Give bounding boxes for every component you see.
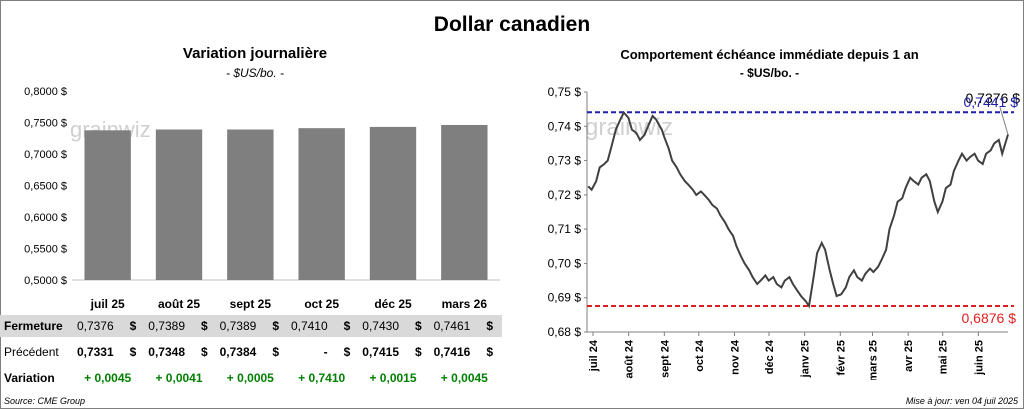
unit-symbol: $	[343, 319, 351, 333]
bar	[441, 124, 488, 280]
unit-symbol: $	[486, 345, 494, 359]
row-label: Variation	[4, 371, 55, 385]
update-note: Mise à jour: ven 04 juil 2025	[905, 396, 1018, 406]
row-label: Précédent	[4, 345, 59, 359]
x-tick-label: sept 24	[659, 339, 671, 378]
x-category-label: août 25	[158, 297, 200, 311]
unit-symbol: $	[272, 319, 280, 333]
value-cell: + 0,0041	[155, 371, 203, 385]
value-cell: 0,7384	[219, 345, 257, 359]
unit-symbol: $	[272, 345, 280, 359]
y-tick-label: 0,6500 $	[24, 181, 67, 193]
page-title: Dollar canadien	[433, 13, 591, 36]
y-tick-label: 0,72 $	[548, 188, 582, 202]
bar	[227, 129, 274, 280]
bar	[298, 128, 345, 280]
value-cell: + 0,0045	[440, 371, 488, 385]
right-chart-subtitle: - $US/bo. -	[739, 66, 800, 80]
y-tick-label: 0,5500 $	[24, 244, 67, 256]
x-tick-label: janv 25	[800, 340, 812, 378]
unit-symbol: $	[415, 345, 422, 359]
value-cell: + 0,0045	[84, 371, 132, 385]
unit-symbol: $	[201, 345, 208, 359]
unit-symbol: $	[129, 345, 137, 359]
unit-symbol: $	[415, 319, 422, 333]
row-label: Fermeture	[4, 319, 63, 333]
y-tick-label: 0,71 $	[548, 222, 582, 236]
right-chart-title: Comportement échéance immédiate depuis 1…	[620, 47, 919, 62]
value-cell: + 0,7410	[298, 371, 346, 385]
x-category-label: sept 25	[230, 297, 272, 311]
value-cell: 0,7389	[219, 319, 257, 333]
x-tick-label: mai 25	[938, 340, 950, 374]
last-value-label: 0,7376 $	[966, 90, 1021, 106]
y-tick-label: 0,73 $	[548, 154, 582, 168]
unit-symbol: $	[129, 319, 137, 333]
value-cell: 0,7416	[433, 345, 471, 359]
bar	[369, 126, 417, 280]
y-tick-label: 0,5000 $	[24, 275, 67, 287]
bar	[155, 129, 203, 280]
x-tick-label: févr 25	[835, 340, 847, 375]
y-tick-label: 0,7500 $	[24, 118, 67, 130]
value-cell: 0,7410	[290, 319, 328, 333]
x-category-label: mars 26	[442, 297, 488, 311]
left-chart-subtitle: - $US/bo. -	[225, 66, 285, 80]
x-tick-label: mars 25	[868, 340, 880, 380]
y-tick-label: 0,68 $	[548, 325, 582, 339]
value-cell: + 0,0005	[226, 371, 274, 385]
x-category-label: oct 25	[304, 297, 339, 311]
source-note: Source: CME Group	[4, 396, 86, 406]
table-row-close: Fermeture 0,7376 $0,7389 $0,7389 $0,7410 $0,7…	[0, 315, 502, 337]
x-tick-label: nov 24	[729, 339, 741, 375]
price-series-line	[587, 110, 1009, 309]
value-cell: 0,7348	[148, 345, 185, 359]
x-tick-label: avr 25	[903, 340, 915, 372]
x-tick-label: août 24	[624, 339, 636, 378]
y-tick-label: 0,8000 $	[24, 86, 67, 98]
x-tick-label: oct 24	[694, 339, 706, 372]
y-tick-label: 0,69 $	[548, 291, 582, 305]
value-cell: 0,7331	[76, 345, 114, 359]
value-cell: -	[323, 345, 328, 359]
value-cell: + 0,0015	[369, 371, 417, 385]
value-cell: 0,7461	[433, 319, 471, 333]
table-row-previous: Précédent 0,7331 $0,7348 $0,7384 $ - $0,7415 $0…	[0, 341, 502, 363]
high-value-label: 0,7441 $	[964, 94, 1019, 110]
x-tick-label: déc 24	[764, 339, 776, 374]
y-tick-label: 0,74 $	[548, 119, 582, 133]
x-category-label: déc 25	[374, 297, 412, 311]
low-value-label: 0,6876 $	[962, 310, 1017, 326]
unit-symbol: $	[201, 319, 208, 333]
table-row-change: Variation + 0,0045 + 0,0041 + 0,0005 + 0,741…	[0, 367, 502, 389]
y-tick-label: 0,75 $	[548, 85, 582, 99]
x-tick-label: juil 24	[588, 339, 600, 372]
y-tick-label: 0,6000 $	[24, 212, 67, 224]
value-cell: 0,7430	[362, 319, 399, 333]
x-tick-label: juin 25	[973, 340, 985, 376]
last-value-leader	[999, 107, 1009, 135]
unit-symbol: $	[486, 319, 494, 333]
y-tick-label: 0,7000 $	[24, 149, 67, 161]
value-cell: 0,7376	[76, 319, 114, 333]
value-cell: 0,7389	[148, 319, 185, 333]
left-chart-title: Variation journalière	[182, 45, 328, 62]
value-cell: 0,7415	[362, 345, 399, 359]
y-tick-label: 0,70 $	[548, 256, 582, 270]
x-category-label: juil 25	[90, 297, 125, 311]
unit-symbol: $	[343, 345, 351, 359]
bar	[84, 130, 131, 280]
